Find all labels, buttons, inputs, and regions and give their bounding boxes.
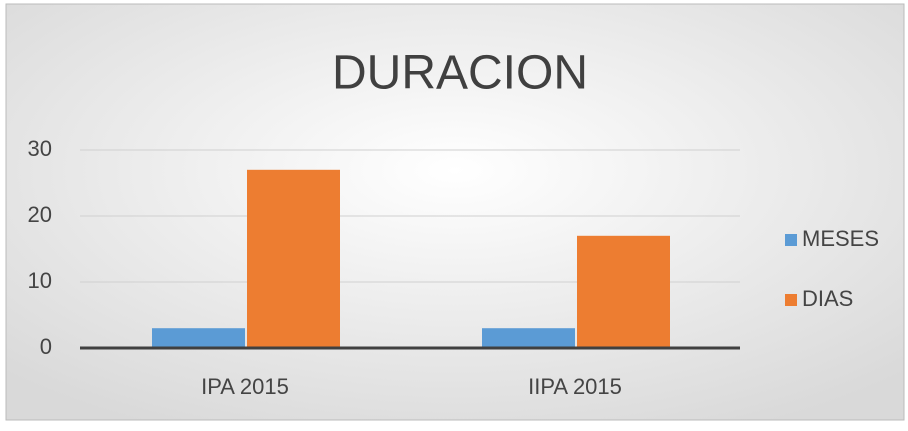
y-tick-label: 30 <box>28 136 52 161</box>
legend-swatch <box>785 234 797 246</box>
x-tick-label: IIPA 2015 <box>528 374 622 399</box>
legend-label: DIAS <box>802 286 853 311</box>
bar <box>152 328 245 348</box>
bar <box>482 328 575 348</box>
y-tick-label: 20 <box>28 202 52 227</box>
legend-label: MESES <box>802 226 879 251</box>
bar <box>247 169 340 348</box>
y-tick-label: 10 <box>28 268 52 293</box>
bar <box>577 235 670 348</box>
legend-swatch <box>785 294 797 306</box>
chart-title: DURACION <box>332 47 588 100</box>
x-tick-label: IPA 2015 <box>201 374 289 399</box>
chart-background <box>5 3 905 421</box>
y-tick-label: 0 <box>40 334 52 359</box>
